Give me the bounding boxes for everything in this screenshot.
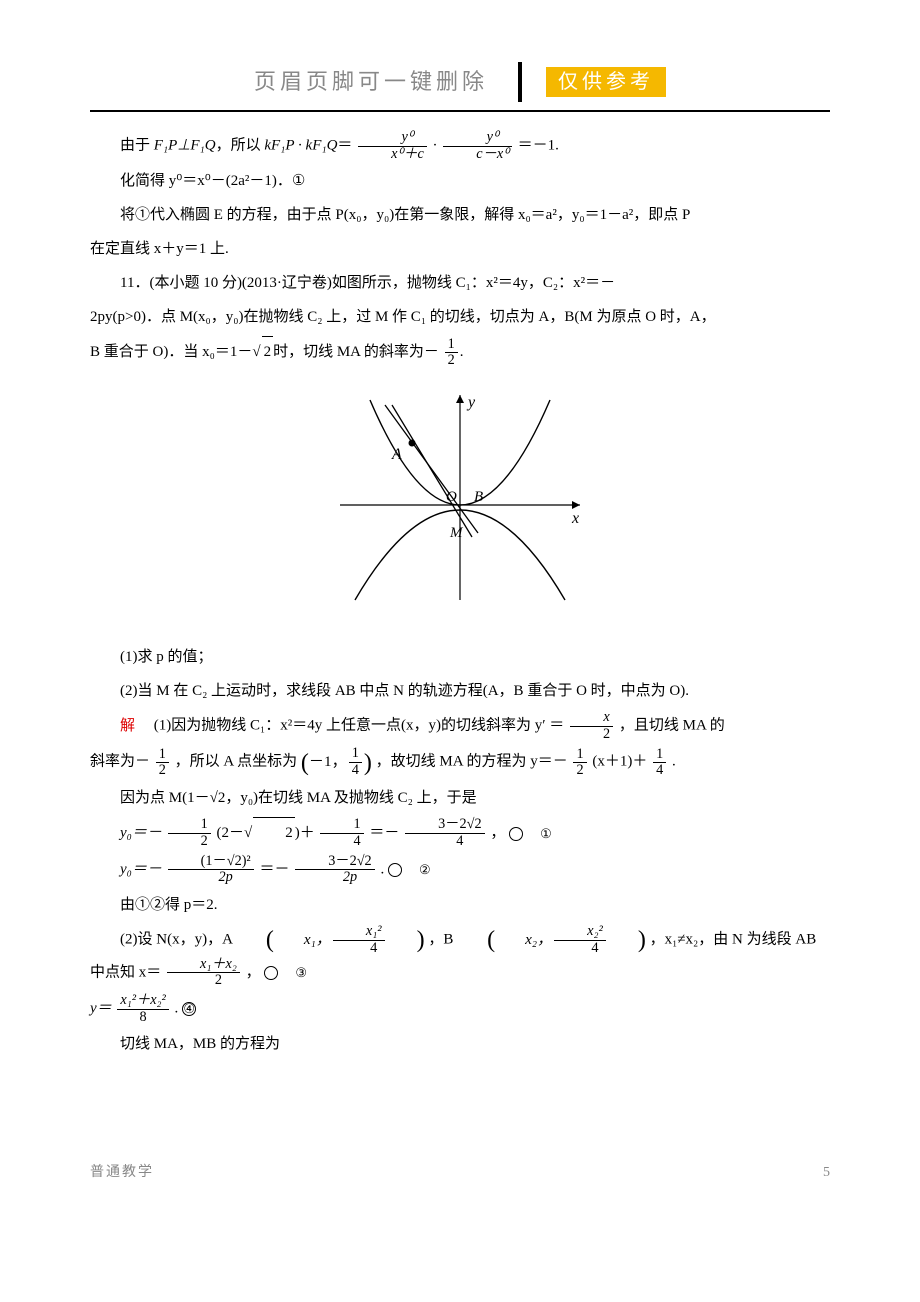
- label-M: M: [449, 525, 464, 541]
- expr-k: kF₁P · kF₁Q: [264, 138, 337, 154]
- label-x: x: [571, 510, 579, 527]
- fraction-x2: x2: [570, 710, 613, 742]
- header-rule: [90, 110, 830, 112]
- parabola-figure: y x A O B M: [90, 385, 830, 626]
- header-divider: 仅供参考: [518, 62, 666, 102]
- header-badge: 仅供参考: [546, 67, 666, 97]
- footer-left: 普通教学: [90, 1159, 154, 1187]
- question-1: (1)求 p 的值；: [90, 642, 830, 672]
- page-header: 页眉页脚可一键删除 仅供参考: [90, 60, 830, 104]
- figure-svg: y x A O B M: [330, 385, 590, 615]
- solution-1: 解 (1)因为抛物线 C₁：x²＝4y 上任意一点(x，y)的切线斜率为 y′ …: [90, 710, 830, 742]
- fraction-half: 12: [445, 337, 458, 369]
- fraction-2: y⁰c－x⁰: [443, 130, 512, 162]
- line-6: B 重合于 O)．当 x₀＝1－√2时，切线 MA 的斜率为－ 12.: [90, 336, 830, 369]
- label-A: A: [391, 446, 402, 463]
- circled-4: ④: [182, 1002, 196, 1016]
- solution-2: 斜率为－ 12 ，所以 A 点坐标为 (－1，14) ，故切线 MA 的方程为 …: [90, 746, 830, 779]
- circled-1: ①: [509, 827, 523, 841]
- line-3b: 在定直线 x＋y＝1 上.: [90, 234, 830, 264]
- page-footer: 普通教学 5: [90, 1159, 830, 1187]
- fraction-1: y⁰x⁰＋c: [358, 130, 427, 162]
- circled-2: ②: [388, 863, 402, 877]
- solution-5: (2)设 N(x，y)，A (x₁，x₁²4) ，B (x₂，x₂²4) ，x₁…: [90, 924, 830, 989]
- header-title: 页眉页脚可一键删除: [254, 60, 488, 104]
- solution-6: y＝ x₁²＋x₂²8 . ④: [90, 993, 830, 1025]
- line-5: 2py(p>0)．点 M(x₀，y₀)在抛物线 C₂ 上，过 M 作 C₁ 的切…: [90, 302, 830, 332]
- line-4: 11．(本小题 10 分)(2013·辽宁卷)如图所示，抛物线 C₁：x²＝4y…: [90, 268, 830, 298]
- solution-7: 切线 MA，MB 的方程为: [90, 1029, 830, 1059]
- line-2: 化简得 y⁰＝x⁰－(2a²－1)．①: [90, 166, 830, 196]
- label-y: y: [466, 394, 476, 411]
- document-body: 由于 F₁P⊥F₁Q，所以 kF₁P · kF₁Q＝ y⁰x⁰＋c · y⁰c－…: [90, 130, 830, 1059]
- equation-1: y₀＝－ 12 (2－√2)＋ 14 ＝－ 3－2√24 ， ①: [90, 817, 830, 850]
- solution-3: 因为点 M(1－√2，y₀)在切线 MA 及抛物线 C₂ 上，于是: [90, 783, 830, 813]
- expr-perp: F₁P⊥F₁Q: [154, 138, 216, 154]
- label-B: B: [474, 489, 483, 505]
- footer-page-number: 5: [823, 1159, 830, 1187]
- label-O: O: [446, 489, 457, 505]
- solve-label: 解: [120, 717, 135, 734]
- question-2: (2)当 M 在 C₂ 上运动时，求线段 AB 中点 N 的轨迹方程(A，B 重…: [90, 676, 830, 706]
- solution-4: 由①②得 p＝2.: [90, 890, 830, 920]
- circled-3: ③: [264, 966, 278, 980]
- line-3: 将①代入椭圆 E 的方程，由于点 P(x₀，y₀)在第一象限，解得 x₀＝a²，…: [90, 200, 830, 230]
- line-1: 由于 F₁P⊥F₁Q，所以 kF₁P · kF₁Q＝ y⁰x⁰＋c · y⁰c－…: [90, 130, 830, 162]
- equation-2: y₀＝－ (1－√2)²2p ＝－ 3－2√22p . ②: [90, 854, 830, 886]
